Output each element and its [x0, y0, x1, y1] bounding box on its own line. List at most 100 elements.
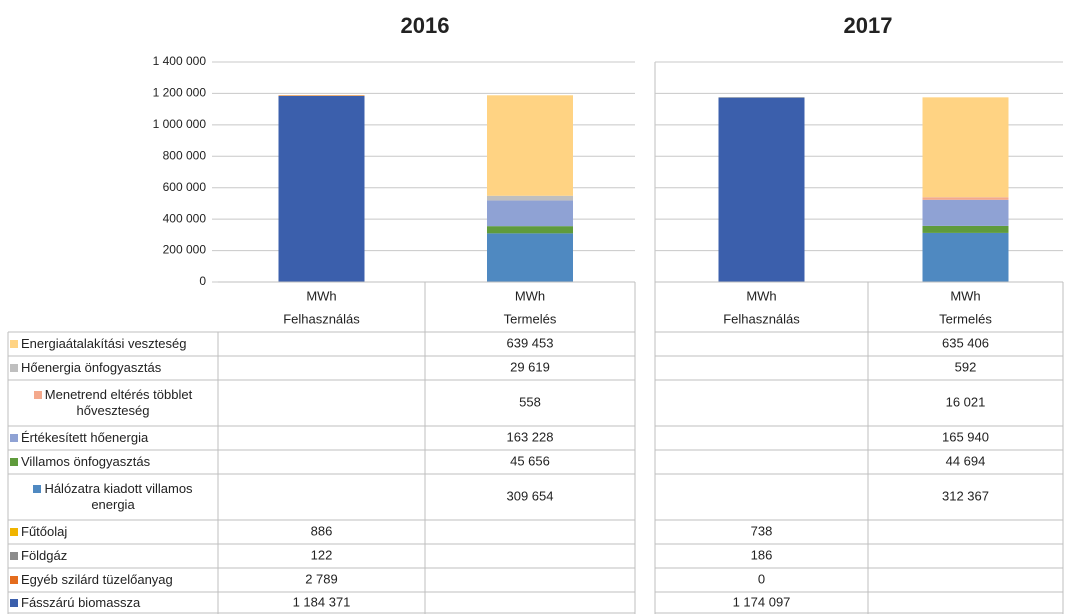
- legend-entry: Hálózatra kiadott villamos energia: [10, 474, 216, 520]
- bar-segment: [487, 200, 573, 227]
- legend-label: Értékesített hőenergia: [21, 430, 149, 445]
- legend-swatch: [10, 434, 18, 442]
- y-tick-label: 1 400 000: [153, 54, 207, 68]
- legend-swatch: [10, 599, 18, 607]
- legend-text-wrap: Hálózatra kiadott villamos energia: [10, 481, 216, 513]
- bar-segment: [487, 226, 573, 234]
- data-label: 122: [311, 547, 333, 562]
- data-label: 165 940: [942, 429, 989, 444]
- legend-label: Földgáz: [21, 548, 68, 563]
- legend-swatch: [10, 458, 18, 466]
- data-label: 1 184 371: [293, 594, 351, 609]
- x-tick-label: Termelés: [504, 311, 557, 326]
- data-label: 558: [519, 394, 541, 409]
- legend-swatch: [10, 364, 18, 372]
- data-label: 16 021: [946, 394, 986, 409]
- data-label: 886: [311, 523, 333, 538]
- legend-label: Egyéb szilárd tüzelőanyag: [21, 572, 173, 587]
- legend-text-wrap: Menetrend eltérés többlet hőveszteség: [10, 387, 216, 419]
- legend-swatch: [10, 552, 18, 560]
- y-tick-label: 1 200 000: [153, 86, 207, 100]
- y-tick-label: 600 000: [163, 180, 207, 194]
- y-tick-label: 800 000: [163, 148, 207, 162]
- data-label: 44 694: [946, 453, 986, 468]
- legend-text-wrap: Villamos önfogyasztás: [10, 454, 150, 470]
- legend-label: Fásszárú biomassza: [21, 595, 141, 610]
- legend-label: Hőenergia önfogyasztás: [21, 360, 162, 375]
- legend-label: Fűtőolaj: [21, 524, 68, 539]
- legend-entry: Értékesített hőenergia: [10, 426, 216, 450]
- legend-swatch: [33, 391, 42, 399]
- unit-label: MWh: [950, 288, 980, 303]
- legend-label: Villamos önfogyasztás: [21, 454, 151, 469]
- bar-segment: [487, 95, 573, 196]
- legend-cell: Energiaátalakítási veszteség: [10, 332, 216, 356]
- unit-label: MWh: [306, 288, 336, 303]
- y-tick-label: 200 000: [163, 243, 207, 257]
- legend-entry: Energiaátalakítási veszteség: [10, 332, 216, 356]
- legend-cell: Fűtőolaj: [10, 520, 216, 544]
- x-tick-label: Felhasználás: [723, 311, 800, 326]
- legend-cell: Értékesített hőenergia: [10, 426, 216, 450]
- legend-label: Menetrend eltérés többlet hőveszteség: [44, 387, 193, 418]
- legend-swatch: [10, 576, 18, 584]
- data-label: 163 228: [507, 429, 554, 444]
- data-label: 635 406: [942, 335, 989, 350]
- y-tick-label: 1 000 000: [153, 117, 207, 131]
- data-label: 0: [758, 571, 765, 586]
- legend-text-wrap: Földgáz: [10, 548, 67, 564]
- data-label: 309 654: [507, 488, 554, 503]
- legend-entry: Hőenergia önfogyasztás: [10, 356, 216, 380]
- y-tick-label: 400 000: [163, 211, 207, 225]
- legend-cell: Menetrend eltérés többlet hőveszteség: [10, 380, 216, 426]
- data-label: 592: [955, 359, 977, 374]
- unit-label: MWh: [515, 288, 545, 303]
- legend-entry: Egyéb szilárd tüzelőanyag: [10, 568, 216, 592]
- x-tick-label: Felhasználás: [283, 311, 360, 326]
- legend-cell: Fásszárú biomassza: [10, 592, 216, 614]
- legend-entry: Fűtőolaj: [10, 520, 216, 544]
- legend-cell: Egyéb szilárd tüzelőanyag: [10, 568, 216, 592]
- legend-entry: Fásszárú biomassza: [10, 592, 216, 614]
- legend-text-wrap: Fásszárú biomassza: [10, 595, 140, 611]
- data-label: 1 174 097: [733, 594, 791, 609]
- data-label: 186: [751, 547, 773, 562]
- legend-label: Hálózatra kiadott villamos energia: [44, 481, 193, 512]
- legend-entry: Földgáz: [10, 544, 216, 568]
- legend-text-wrap: Értékesített hőenergia: [10, 430, 148, 446]
- data-label: 639 453: [507, 335, 554, 350]
- legend-text-wrap: Energiaátalakítási veszteség: [10, 336, 186, 352]
- data-label: 312 367: [942, 488, 989, 503]
- bar-segment: [487, 233, 573, 282]
- legend-entry: Menetrend eltérés többlet hőveszteség: [10, 380, 216, 426]
- legend-swatch: [10, 340, 18, 348]
- bar-segment: [922, 197, 1009, 200]
- bar-segment: [487, 195, 573, 201]
- legend-cell: Hőenergia önfogyasztás: [10, 356, 216, 380]
- chart-title: 2016: [401, 13, 450, 38]
- bar-segment: [922, 232, 1009, 282]
- chart-title: 2017: [844, 13, 893, 38]
- bar-segment: [278, 95, 365, 283]
- data-label: 45 656: [510, 453, 550, 468]
- x-tick-label: Termelés: [939, 311, 992, 326]
- legend-text-wrap: Fűtőolaj: [10, 524, 67, 540]
- bar-segment: [922, 97, 1009, 198]
- data-label: 2 789: [305, 571, 338, 586]
- legend-label: Energiaátalakítási veszteség: [21, 336, 187, 351]
- legend-cell: Hálózatra kiadott villamos energia: [10, 474, 216, 520]
- legend-text-wrap: Hőenergia önfogyasztás: [10, 360, 161, 376]
- legend-cell: Földgáz: [10, 544, 216, 568]
- y-tick-label: 0: [199, 274, 206, 288]
- bar-segment: [922, 199, 1009, 226]
- legend-cell: Villamos önfogyasztás: [10, 450, 216, 474]
- bar-segment: [922, 225, 1009, 233]
- legend-swatch: [33, 485, 42, 493]
- unit-label: MWh: [746, 288, 776, 303]
- data-label: 29 619: [510, 359, 550, 374]
- bar-segment: [718, 97, 805, 282]
- legend-swatch: [10, 528, 18, 536]
- legend-entry: Villamos önfogyasztás: [10, 450, 216, 474]
- data-label: 738: [751, 523, 773, 538]
